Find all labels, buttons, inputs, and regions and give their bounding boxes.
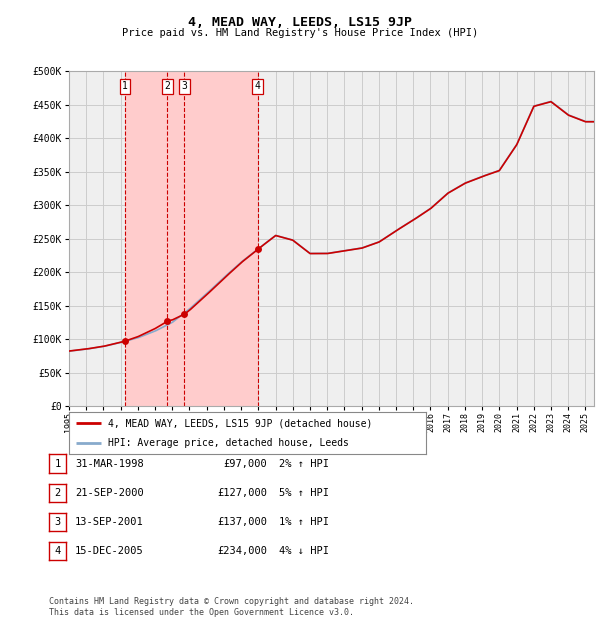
Text: Contains HM Land Registry data © Crown copyright and database right 2024.
This d: Contains HM Land Registry data © Crown c…: [49, 598, 414, 617]
Text: 2% ↑ HPI: 2% ↑ HPI: [279, 459, 329, 469]
Bar: [125, 71, 167, 406]
Text: 31-MAR-1998: 31-MAR-1998: [75, 459, 144, 469]
Text: 1% ↑ HPI: 1% ↑ HPI: [279, 517, 329, 527]
Text: 13-SEP-2001: 13-SEP-2001: [75, 517, 144, 527]
Text: Price paid vs. HM Land Registry's House Price Index (HPI): Price paid vs. HM Land Registry's House …: [122, 28, 478, 38]
Text: £97,000: £97,000: [223, 459, 267, 469]
Text: £234,000: £234,000: [217, 546, 267, 556]
Text: 4% ↓ HPI: 4% ↓ HPI: [279, 546, 329, 556]
Text: 4: 4: [55, 546, 61, 556]
Text: 4, MEAD WAY, LEEDS, LS15 9JP: 4, MEAD WAY, LEEDS, LS15 9JP: [188, 16, 412, 29]
Text: 3: 3: [55, 517, 61, 527]
Text: £137,000: £137,000: [217, 517, 267, 527]
Text: 15-DEC-2005: 15-DEC-2005: [75, 546, 144, 556]
Text: £127,000: £127,000: [217, 488, 267, 498]
Bar: [184, 71, 257, 406]
Bar: [167, 71, 184, 406]
Text: 2: 2: [164, 81, 170, 91]
Text: 4, MEAD WAY, LEEDS, LS15 9JP (detached house): 4, MEAD WAY, LEEDS, LS15 9JP (detached h…: [108, 418, 373, 428]
Text: 3: 3: [181, 81, 187, 91]
Text: 4: 4: [255, 81, 260, 91]
Text: 5% ↑ HPI: 5% ↑ HPI: [279, 488, 329, 498]
Text: 2: 2: [55, 488, 61, 498]
Text: 1: 1: [55, 459, 61, 469]
Text: 1: 1: [122, 81, 128, 91]
Text: HPI: Average price, detached house, Leeds: HPI: Average price, detached house, Leed…: [108, 438, 349, 448]
Text: 21-SEP-2000: 21-SEP-2000: [75, 488, 144, 498]
